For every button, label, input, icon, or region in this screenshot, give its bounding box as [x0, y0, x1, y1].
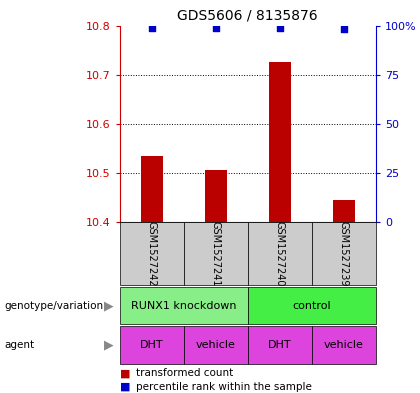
Text: genotype/variation: genotype/variation	[4, 301, 103, 310]
Title: GDS5606 / 8135876: GDS5606 / 8135876	[178, 9, 318, 23]
Text: agent: agent	[4, 340, 34, 350]
Point	[148, 24, 155, 31]
Bar	[312, 222, 376, 285]
Bar	[269, 62, 291, 222]
Bar	[248, 326, 312, 364]
Text: GSM1527240: GSM1527240	[275, 221, 285, 286]
Text: DHT: DHT	[140, 340, 163, 350]
Text: GSM1527241: GSM1527241	[211, 221, 221, 286]
Bar	[248, 222, 312, 285]
Bar	[205, 171, 227, 222]
Point	[341, 26, 347, 33]
Bar	[312, 326, 376, 364]
Text: ▶: ▶	[105, 299, 114, 312]
Text: DHT: DHT	[268, 340, 291, 350]
Bar	[120, 287, 248, 324]
Text: RUNX1 knockdown: RUNX1 knockdown	[131, 301, 236, 310]
Bar	[333, 200, 355, 222]
Text: control: control	[293, 301, 331, 310]
Text: percentile rank within the sample: percentile rank within the sample	[136, 382, 312, 392]
Text: vehicle: vehicle	[196, 340, 236, 350]
Point	[276, 24, 283, 31]
Text: vehicle: vehicle	[324, 340, 364, 350]
Bar	[184, 222, 248, 285]
Bar	[248, 287, 376, 324]
Text: transformed count: transformed count	[136, 368, 234, 378]
Bar	[141, 156, 163, 222]
Bar	[184, 326, 248, 364]
Bar	[120, 326, 184, 364]
Point	[213, 24, 219, 31]
Bar	[120, 222, 184, 285]
Text: GSM1527242: GSM1527242	[147, 221, 157, 286]
Text: ■: ■	[120, 382, 130, 392]
Text: ▶: ▶	[105, 338, 114, 351]
Text: ■: ■	[120, 368, 130, 378]
Text: GSM1527239: GSM1527239	[339, 221, 349, 286]
